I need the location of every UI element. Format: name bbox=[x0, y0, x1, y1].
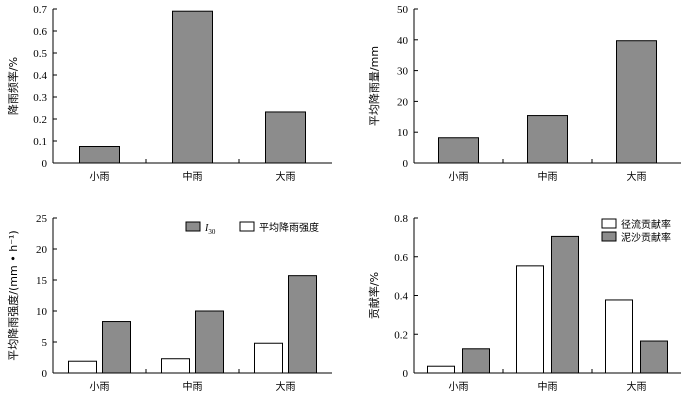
bar-I30-大雨 bbox=[288, 275, 317, 374]
x-tick-label: 大雨 bbox=[627, 380, 647, 393]
bar-平均降雨强度-中雨 bbox=[161, 358, 190, 374]
x-tick-label: 中雨 bbox=[538, 380, 558, 393]
bar-series-大雨 bbox=[616, 40, 657, 164]
y-tick-label: 0.4 bbox=[394, 291, 408, 303]
x-tick-label: 小雨 bbox=[90, 171, 110, 183]
legend-swatch bbox=[601, 218, 617, 229]
x-tick-label: 中雨 bbox=[183, 170, 203, 183]
x-tick-label: 大雨 bbox=[627, 170, 647, 183]
y-tick-label: 0.5 bbox=[33, 48, 47, 60]
bar-series-大雨 bbox=[265, 111, 306, 164]
y-axis-label: 贡献率/% bbox=[367, 272, 381, 319]
legend-swatch bbox=[185, 221, 201, 232]
x-tick-label: 中雨 bbox=[183, 380, 203, 393]
legend-swatch bbox=[601, 231, 617, 242]
bar-series-中雨 bbox=[172, 10, 213, 164]
y-axis-label: 平均降雨量/mm bbox=[367, 46, 381, 126]
bar-series-中雨 bbox=[527, 115, 568, 164]
y-tick-label: 0.3 bbox=[33, 92, 47, 104]
y-tick-label: 0.2 bbox=[33, 114, 47, 126]
y-tick-label: 0.1 bbox=[33, 136, 47, 148]
bar-泥沙贡献率-中雨 bbox=[551, 235, 579, 374]
x-tick-label: 小雨 bbox=[449, 381, 469, 393]
y-axis-label: 降雨频率/% bbox=[6, 57, 20, 115]
y-tick-label: 0 bbox=[403, 158, 409, 170]
bar-series-小雨 bbox=[438, 137, 479, 164]
bar-径流贡献率-中雨 bbox=[516, 265, 544, 374]
y-tick-label: 50 bbox=[397, 4, 409, 16]
chart-c3: 0 5 10 15 20 25 平均降雨强度/(mm • h⁻¹) 小雨 中雨 大雨 I30 平均降雨… bbox=[6, 213, 332, 393]
y-tick-label: 0 bbox=[403, 368, 409, 380]
bar-series-小雨 bbox=[79, 146, 120, 164]
legend-label: 径流贡献率 bbox=[621, 218, 671, 231]
y-tick-label: 0 bbox=[42, 158, 48, 170]
y-tick-label: 30 bbox=[397, 66, 409, 78]
legend-label: 平均降雨强度 bbox=[259, 221, 319, 234]
legend-label: I30 bbox=[204, 223, 216, 236]
bar-径流贡献率-小雨 bbox=[427, 365, 455, 374]
y-tick-label: 25 bbox=[36, 213, 48, 225]
y-tick-label: 0 bbox=[42, 368, 48, 380]
bar-泥沙贡献率-小雨 bbox=[462, 348, 490, 374]
y-tick-label: 10 bbox=[397, 127, 409, 139]
y-tick-label: 20 bbox=[36, 244, 48, 256]
y-tick-label: 20 bbox=[397, 96, 409, 108]
y-tick-label: 0.6 bbox=[394, 252, 408, 264]
y-tick-label: 0.2 bbox=[394, 329, 408, 341]
bar-I30-中雨 bbox=[195, 310, 224, 374]
bar-平均降雨强度-小雨 bbox=[68, 360, 97, 374]
bar-径流贡献率-大雨 bbox=[605, 299, 633, 374]
chart-c2: 0 10 20 30 40 50 平均降雨量/mm 小雨 中雨 大雨 bbox=[367, 4, 681, 183]
y-axis-label: 平均降雨强度/(mm • h⁻¹) bbox=[6, 230, 20, 360]
y-tick-label: 0.7 bbox=[33, 4, 47, 16]
x-tick-label: 小雨 bbox=[90, 381, 110, 393]
x-tick-label: 大雨 bbox=[276, 170, 296, 183]
y-tick-label: 0.4 bbox=[33, 70, 47, 82]
legend-label: 泥沙贡献率 bbox=[621, 231, 671, 244]
y-tick-label: 40 bbox=[397, 35, 409, 47]
x-tick-label: 中雨 bbox=[538, 170, 558, 183]
y-tick-label: 15 bbox=[36, 275, 48, 287]
x-tick-label: 大雨 bbox=[276, 380, 296, 393]
y-tick-label: 0.8 bbox=[394, 213, 408, 225]
legend: I30 平均降雨强度 bbox=[185, 221, 319, 236]
chart-c1: 0 0.1 0.2 0.3 0.4 0.5 0.6 0.7 降雨频率/% 小雨 中雨 大雨 bbox=[6, 4, 332, 183]
x-tick-label: 小雨 bbox=[449, 171, 469, 183]
bar-泥沙贡献率-大雨 bbox=[640, 340, 668, 374]
y-tick-label: 0.6 bbox=[33, 26, 47, 38]
bar-I30-小雨 bbox=[102, 321, 131, 374]
legend-swatch bbox=[239, 221, 255, 232]
y-tick-label: 10 bbox=[36, 306, 48, 318]
bar-平均降雨强度-大雨 bbox=[254, 342, 283, 374]
y-tick-label: 5 bbox=[42, 337, 48, 349]
